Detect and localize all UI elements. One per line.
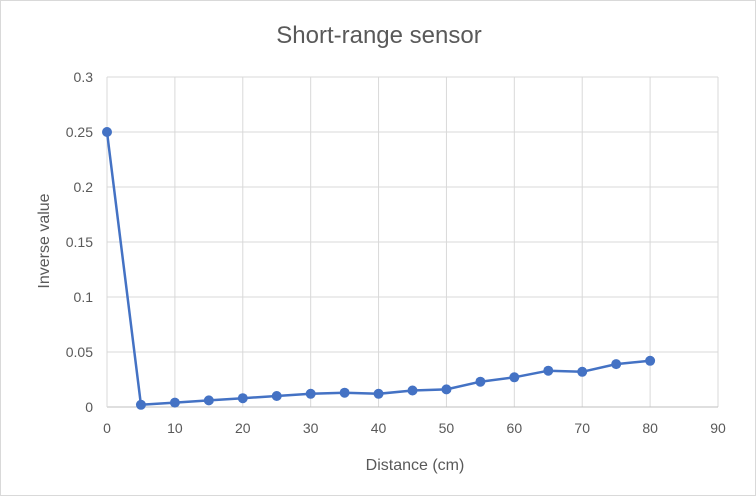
data-point (373, 388, 384, 399)
data-point (441, 384, 452, 395)
data-point (509, 372, 520, 383)
data-point (543, 365, 554, 376)
chart-title: Short-range sensor (276, 22, 481, 49)
y-tick-label: 0.1 (74, 289, 94, 305)
gridlines (107, 76, 719, 407)
x-tick-label: 80 (642, 420, 658, 436)
x-tick-label: 0 (103, 420, 111, 436)
data-point (203, 395, 214, 406)
data-point (305, 388, 316, 399)
y-axis-title: Inverse value (36, 193, 53, 288)
y-tick-label: 0.3 (74, 69, 94, 85)
data-point (475, 376, 486, 387)
y-tick-label: 0.2 (74, 179, 94, 195)
x-tick-label: 70 (574, 420, 590, 436)
y-tick-label: 0 (85, 399, 93, 415)
x-tick-label: 20 (235, 420, 251, 436)
data-point (271, 391, 282, 401)
y-tick-label: 0.05 (66, 344, 93, 360)
y-tick-label: 0.15 (66, 234, 93, 250)
x-tick-label: 40 (371, 420, 387, 436)
x-tick-label: 90 (710, 420, 726, 436)
data-point (611, 359, 622, 370)
data-point (135, 399, 146, 410)
x-axis-title: Distance (cm) (366, 457, 465, 474)
data-point (102, 127, 112, 137)
x-tick-label: 10 (167, 420, 183, 436)
data-point (407, 385, 418, 396)
x-tick-label: 60 (507, 420, 523, 436)
data-point (237, 393, 248, 404)
x-tick-label: 50 (439, 420, 455, 436)
data-series (102, 127, 656, 410)
x-tick-label: 30 (303, 420, 319, 436)
data-point (339, 387, 350, 398)
data-point (169, 397, 180, 408)
data-point (645, 355, 656, 366)
tick-labels: 0 10 20 30 40 50 60 70 80 90 0 0.05 0.1 0.15 0.2 0.25 0.… (66, 69, 726, 436)
y-tick-label: 0.25 (66, 124, 93, 140)
data-point (577, 366, 588, 377)
